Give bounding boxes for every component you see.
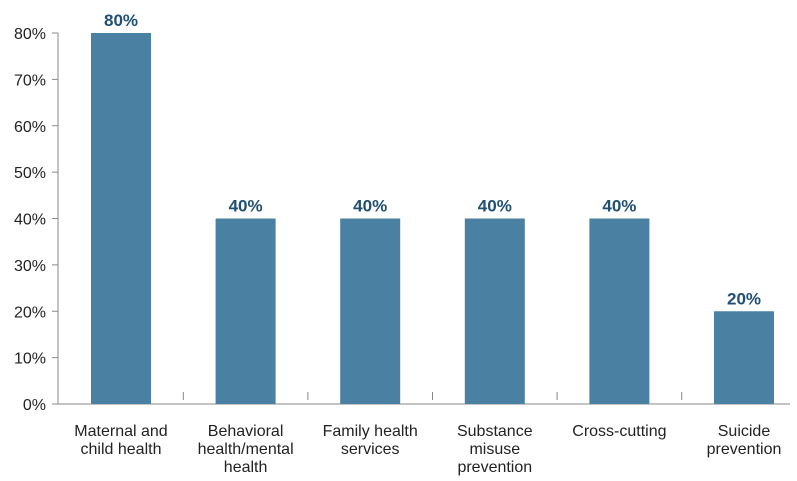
x-category-label-line: Substance	[457, 423, 533, 440]
bar-value-label: 40%	[229, 197, 263, 216]
y-tick-label: 60%	[14, 119, 46, 136]
y-tick-label: 50%	[14, 165, 46, 182]
y-tick-label: 70%	[14, 72, 46, 89]
bar-value-label: 80%	[104, 11, 138, 30]
bar	[91, 33, 151, 404]
bar	[589, 218, 650, 404]
bar	[464, 218, 525, 404]
x-category-label-line: Suicide	[718, 423, 771, 440]
x-category-label-line: prevention	[707, 441, 782, 458]
y-tick-label: 20%	[14, 304, 46, 321]
x-category-label: Suicide prevention	[707, 423, 782, 458]
y-tick-label: 10%	[14, 351, 46, 368]
bar-value-label: 40%	[353, 197, 387, 216]
y-axis: 0% 10% 20% 30% 40% 50% 60% 70% 80%	[14, 26, 59, 414]
y-tick-label: 30%	[14, 258, 46, 275]
x-axis	[58, 392, 790, 405]
bar	[215, 218, 276, 404]
x-category-label: Maternal and child health	[74, 423, 167, 458]
x-category-label-line: health	[224, 459, 268, 476]
bar-value-label: 20%	[727, 289, 761, 308]
x-category-label-line: Cross-cutting	[572, 423, 666, 440]
x-category-label-line: Behavioral	[208, 423, 284, 440]
x-category-label-line: misuse	[469, 441, 520, 458]
x-category-label-line: child health	[81, 441, 162, 458]
y-tick-label: 40%	[14, 212, 46, 229]
x-category-label: Family health services	[323, 423, 418, 458]
x-category-label: Cross-cutting	[572, 423, 666, 440]
x-category-label: Substance misuse prevention	[457, 423, 533, 476]
x-category-label-line: services	[341, 441, 400, 458]
bar-value-label: 40%	[478, 197, 512, 216]
x-category-label-line: prevention	[457, 459, 532, 476]
data-labels-group: 80% 40% 40% 40% 40% 20%	[104, 11, 761, 308]
bar-value-label: 40%	[602, 197, 636, 216]
y-tick-label: 80%	[14, 26, 46, 43]
y-tick-label: 0%	[23, 397, 46, 414]
bar	[714, 311, 774, 404]
x-category-label-line: Family health	[323, 423, 418, 440]
x-category-label-line: Maternal and	[74, 423, 167, 440]
x-category-label: Behavioral health/mental health	[198, 423, 294, 476]
bars-group	[91, 33, 774, 404]
bar	[340, 218, 401, 404]
x-category-label-line: health/mental	[198, 441, 294, 458]
